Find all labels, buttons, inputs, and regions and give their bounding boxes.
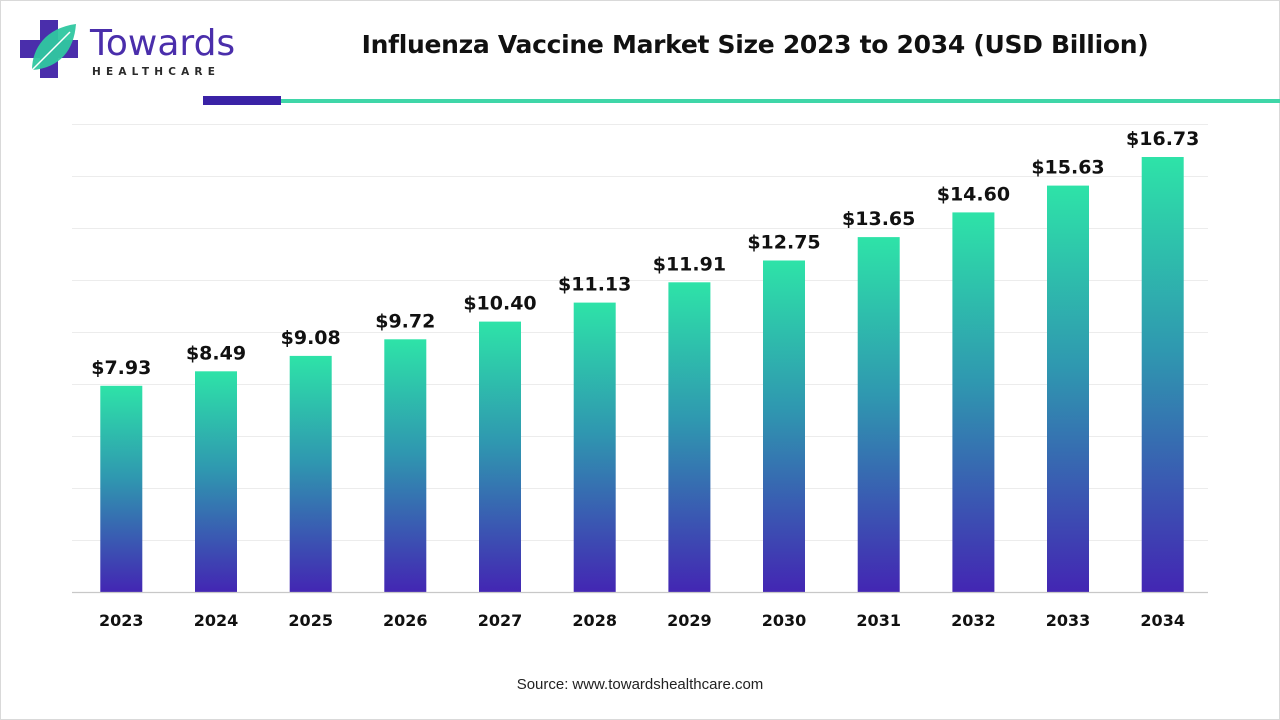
x-tick-2027: 2027 — [478, 611, 523, 630]
bar-2028 — [573, 302, 616, 592]
x-tick-2030: 2030 — [762, 611, 807, 630]
chart-title: Influenza Vaccine Market Size 2023 to 20… — [361, 30, 1149, 59]
value-label-2024: $8.49 — [186, 342, 246, 364]
brand-name: Towards — [90, 23, 236, 64]
bar-2029 — [668, 282, 711, 592]
x-axis-ticks: 2023 2024 2025 2026 2027 2028 2029 2030 2031 2032… — [99, 611, 1185, 630]
value-labels: $7.93 $8.49 $9.08 $9.72 $10.40 $11.13 $11.91 $1… — [91, 128, 1199, 379]
value-label-2029: $11.91 — [653, 253, 726, 275]
bars — [100, 157, 1184, 592]
value-label-2030: $12.75 — [747, 232, 820, 254]
x-tick-2034: 2034 — [1140, 611, 1185, 630]
x-tick-2023: 2023 — [99, 611, 144, 630]
bar-2033 — [1047, 185, 1089, 592]
source-note: Source: www.towardshealthcare.com — [0, 676, 1280, 693]
gridlines — [72, 124, 1208, 541]
value-label-2026: $9.72 — [375, 310, 435, 332]
x-tick-2024: 2024 — [194, 611, 239, 630]
x-tick-2033: 2033 — [1046, 611, 1091, 630]
brand-tagline: HEALTHCARE — [92, 66, 221, 78]
bar-2034 — [1141, 157, 1184, 592]
title-accent-rule — [203, 96, 281, 105]
x-tick-2029: 2029 — [667, 611, 712, 630]
value-label-2023: $7.93 — [91, 357, 151, 379]
value-label-2032: $14.60 — [937, 183, 1010, 205]
title-underline-rule — [281, 99, 1280, 103]
value-label-2031: $13.65 — [842, 208, 915, 230]
value-label-2034: $16.73 — [1126, 128, 1199, 150]
value-label-2028: $11.13 — [558, 274, 631, 296]
bar-2027 — [479, 321, 521, 592]
medical-cross-leaf-icon — [20, 20, 78, 78]
bar-2032 — [952, 212, 995, 592]
source-label: Source: — [516, 676, 569, 693]
x-tick-2031: 2031 — [856, 611, 901, 630]
bar-2023 — [100, 385, 143, 592]
bar-2025 — [289, 355, 332, 592]
bar-2024 — [195, 371, 237, 592]
value-label-2027: $10.40 — [463, 293, 536, 315]
x-tick-2028: 2028 — [572, 611, 617, 630]
x-tick-2025: 2025 — [288, 611, 333, 630]
bar-2030 — [763, 260, 805, 592]
source-url: www.towardshealthcare.com — [572, 676, 764, 693]
brand-logo: Towards HEALTHCARE — [20, 20, 240, 80]
x-tick-2032: 2032 — [951, 611, 996, 630]
bar-2026 — [384, 339, 427, 592]
x-tick-2026: 2026 — [383, 611, 428, 630]
value-label-2025: $9.08 — [281, 327, 341, 349]
value-label-2033: $15.63 — [1031, 157, 1104, 179]
bar-2031 — [857, 237, 900, 592]
